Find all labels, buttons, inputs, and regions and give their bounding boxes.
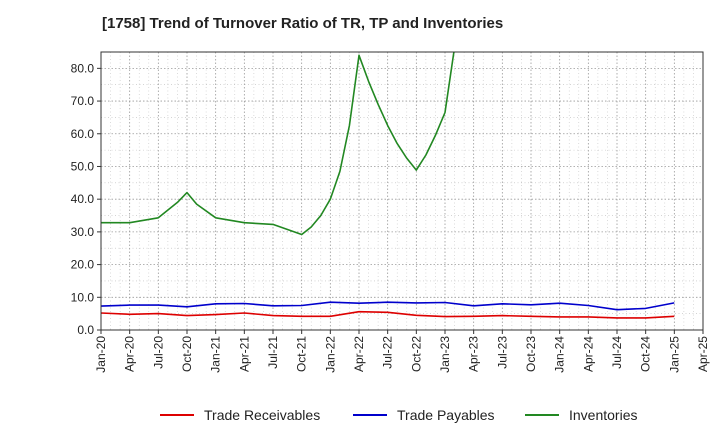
x-tick-label: Jan-20 — [94, 336, 108, 373]
x-tick-label: Jan-23 — [438, 336, 452, 373]
x-tick-label: Jul-21 — [266, 336, 280, 369]
series-lines — [101, 52, 675, 319]
y-tick-label: 20.0 — [71, 258, 95, 272]
series-line-trade-receivables — [101, 310, 675, 319]
x-tick-label: Oct-23 — [524, 336, 538, 372]
x-tick-label: Oct-20 — [180, 336, 194, 372]
legend-label-trade-payables: Trade Payables — [397, 407, 495, 423]
y-tick-label: 50.0 — [71, 159, 95, 173]
chart-title: [1758] Trend of Turnover Ratio of TR, TP… — [102, 15, 504, 32]
x-tick-label: Apr-20 — [123, 336, 137, 372]
y-tick-label: 0.0 — [77, 323, 94, 337]
x-tick-label: Jan-22 — [323, 336, 337, 373]
x-tick-label: Jul-22 — [381, 336, 395, 369]
y-tick-label: 80.0 — [71, 61, 95, 75]
y-tick-label: 70.0 — [71, 94, 95, 108]
x-tick-label: Oct-21 — [295, 336, 309, 372]
y-tick-label: 30.0 — [71, 225, 95, 239]
x-tick-label: Jul-23 — [495, 336, 509, 369]
series-line-inventories — [101, 52, 455, 236]
series-line-trade-payables — [101, 301, 675, 311]
legend-label-trade-receivables: Trade Receivables — [204, 407, 320, 423]
x-tick-label: Jan-24 — [553, 336, 567, 373]
x-tick-label: Apr-21 — [237, 336, 251, 372]
legend-label-inventories: Inventories — [569, 407, 637, 423]
x-tick-label: Oct-24 — [639, 336, 653, 372]
legend: Trade Receivables Trade Payables Inventori… — [160, 407, 637, 423]
x-tick-label: Apr-22 — [352, 336, 366, 372]
x-tick-label: Jul-20 — [151, 336, 165, 369]
x-tick-label: Jul-24 — [610, 336, 624, 369]
y-tick-label: 60.0 — [71, 127, 95, 141]
gridlines — [100, 52, 704, 331]
x-tick-label: Apr-25 — [696, 336, 710, 372]
x-tick-label: Apr-23 — [467, 336, 481, 372]
x-tick-label: Jan-25 — [667, 336, 681, 373]
y-axis-ticks: 0.0 10.0 20.0 30.0 40.0 50.0 60.0 70.0 80.0 — [71, 61, 101, 337]
x-axis-ticks: Jan-20 Apr-20 Jul-20 Oct-20 Jan-21 Apr-21 Jul-… — [94, 330, 710, 373]
y-tick-label: 10.0 — [71, 290, 95, 304]
x-tick-label: Apr-24 — [581, 336, 595, 372]
plot-frame — [100, 51, 704, 331]
x-tick-label: Jan-21 — [209, 336, 223, 373]
y-tick-label: 40.0 — [71, 192, 95, 206]
x-tick-label: Oct-22 — [409, 336, 423, 372]
